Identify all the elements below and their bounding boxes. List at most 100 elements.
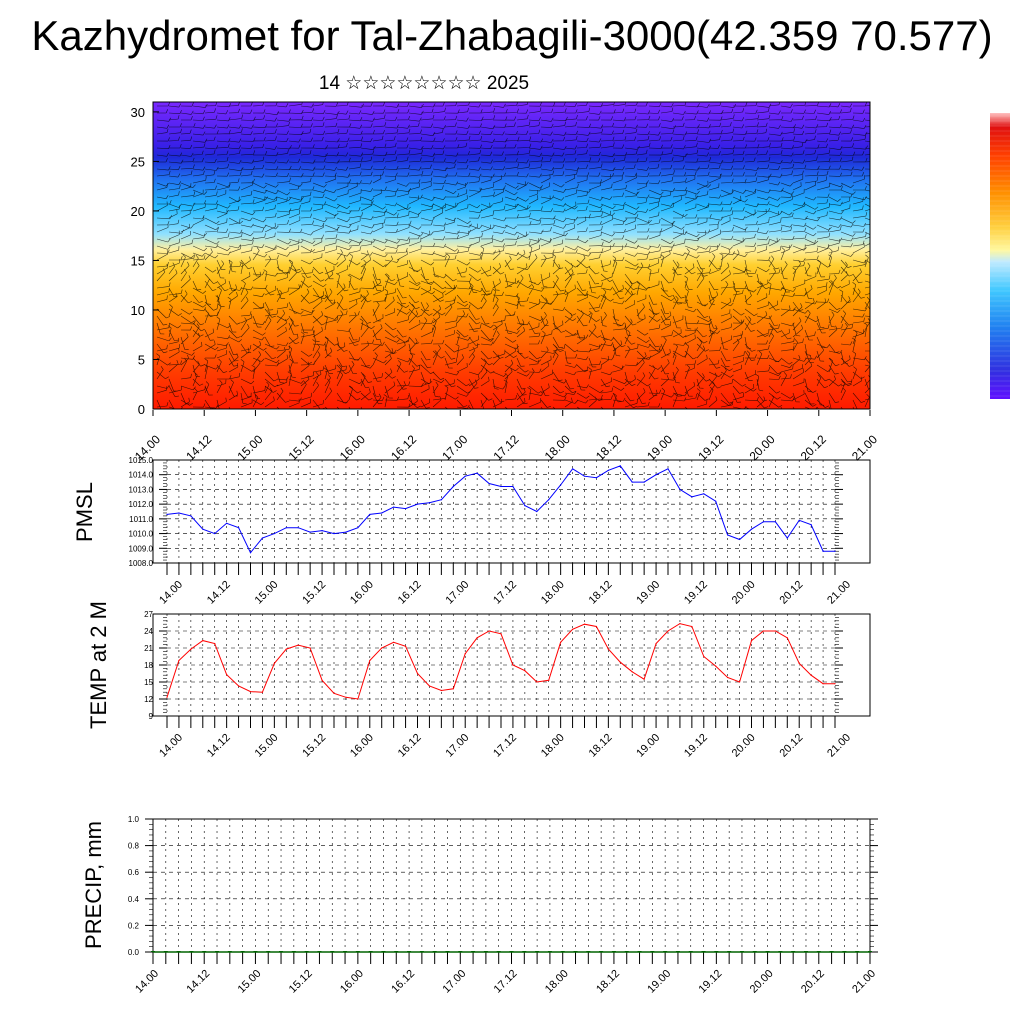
y-tick-label: 1011.0 xyxy=(129,515,153,524)
pmsl-point xyxy=(261,537,264,539)
temp-point xyxy=(261,691,264,693)
pmsl-point xyxy=(774,521,776,523)
temp-point xyxy=(464,653,466,655)
x-tick-label: 20.12 xyxy=(777,732,805,760)
pmsl-point xyxy=(595,477,598,479)
precip-y-label: PRECIP, mm xyxy=(81,821,106,949)
pmsl-point xyxy=(607,469,609,471)
temp-point xyxy=(428,685,431,687)
y-tick-label: 0 xyxy=(138,402,145,417)
x-tick-label: 14.00 xyxy=(157,732,185,760)
pmsl-point xyxy=(762,521,765,523)
y-tick-label: 1010.0 xyxy=(129,530,154,539)
x-tick-label: 18.12 xyxy=(594,968,622,996)
pmsl-point xyxy=(273,532,275,535)
temp-point xyxy=(249,691,252,693)
x-tick-label: 17.00 xyxy=(443,579,471,607)
x-tick-label: 16.00 xyxy=(337,432,368,463)
y-tick-label: 1015.0 xyxy=(129,456,154,465)
y-tick-label: 0.8 xyxy=(128,842,140,851)
x-tick-label: 17.12 xyxy=(491,732,519,760)
x-tick-label: 19.12 xyxy=(697,968,725,996)
y-tick-label: 5 xyxy=(138,352,145,367)
pmsl-point xyxy=(166,513,168,516)
pmsl-point xyxy=(202,528,204,530)
pmsl-y-axis: 1015.0 1014.0 1013.0 1012.0 1011.0 1010.0 1009… xyxy=(129,456,843,568)
y-tick-label: 12 xyxy=(144,695,153,704)
y-tick-label: 27 xyxy=(144,610,153,619)
pmsl-point xyxy=(357,527,359,529)
y-tick-label: 1008.0 xyxy=(129,559,154,568)
temp-grid xyxy=(166,613,836,728)
temp-point xyxy=(333,692,335,694)
pmsl-point xyxy=(226,522,228,524)
x-tick-label: 16.00 xyxy=(348,579,376,607)
temp-point xyxy=(762,630,765,632)
x-tick-label: 16.12 xyxy=(396,732,424,760)
temp-point xyxy=(440,689,442,692)
temp-point xyxy=(416,672,419,675)
pmsl-panel: 1015.0 1014.0 1013.0 1012.0 1011.0 1010.0 1009… xyxy=(72,456,871,607)
temp-point xyxy=(834,683,836,685)
x-tick-label: 16.00 xyxy=(338,968,366,996)
pmsl-point xyxy=(786,537,788,539)
pmsl-point xyxy=(810,524,812,526)
temp-point xyxy=(404,645,407,647)
x-tick-label: 14.12 xyxy=(183,432,214,463)
x-tick-label: 18.12 xyxy=(587,579,615,607)
wind-barb-set xyxy=(156,102,870,409)
pmsl-grid xyxy=(166,459,836,575)
temp-point xyxy=(190,648,192,650)
temp-y-axis: 27 24 21 18 15 12 9 xyxy=(144,610,843,721)
y-tick-label: 1013.0 xyxy=(129,485,154,494)
y-tick-label: 0.4 xyxy=(128,895,140,904)
temp-point xyxy=(655,642,657,645)
x-tick-label: 14.12 xyxy=(205,579,233,607)
y-tick-label: 0.6 xyxy=(128,868,140,877)
pmsl-point xyxy=(452,485,454,488)
y-tick-label: 1012.0 xyxy=(129,500,154,509)
temp-point xyxy=(476,637,478,639)
temp-point xyxy=(583,623,586,625)
x-tick-label: 15.00 xyxy=(234,432,265,463)
precip-series xyxy=(151,951,872,953)
x-tick-label: 18.00 xyxy=(539,579,567,607)
pmsl-point xyxy=(297,527,299,529)
temp-point xyxy=(285,648,287,650)
temp-point xyxy=(512,664,514,666)
precip-y-axis: 1.0 0.8 0.6 0.4 0.2 0.0 xyxy=(128,815,878,957)
x-tick-label: 14.00 xyxy=(157,579,185,607)
x-tick-label: 16.12 xyxy=(396,579,424,607)
chart-title: Kazhydromet for Tal-Zhabagili-3000(42.35… xyxy=(31,12,993,59)
temp-point xyxy=(774,630,776,632)
pmsl-point xyxy=(464,475,466,477)
temp-point xyxy=(321,679,323,681)
pmsl-point xyxy=(560,484,562,486)
pmsl-point xyxy=(548,499,550,501)
pmsl-point xyxy=(798,519,800,521)
pmsl-point xyxy=(524,505,526,507)
x-tick-label: 19.12 xyxy=(695,432,726,463)
x-tick-label: 15.00 xyxy=(253,732,281,760)
x-tick-label: 17.00 xyxy=(439,432,470,463)
temp-point xyxy=(607,648,609,650)
y-tick-label: 18 xyxy=(144,661,153,670)
pmsl-point xyxy=(393,506,395,508)
pmsl-point xyxy=(381,512,383,514)
y-tick-label: 9 xyxy=(149,712,154,721)
temp-point xyxy=(631,671,633,673)
x-tick-label: 15.12 xyxy=(287,968,315,996)
x-tick-label: 18.12 xyxy=(593,432,624,463)
pmsl-point xyxy=(512,485,514,488)
pmsl-point xyxy=(237,527,240,529)
x-tick-label: 20.00 xyxy=(730,579,758,607)
temp-point xyxy=(619,661,621,663)
x-tick-label: 21.00 xyxy=(849,432,880,463)
temp-point xyxy=(786,637,788,639)
y-tick-label: 1.0 xyxy=(128,815,140,824)
pmsl-point xyxy=(715,500,717,502)
temp-point xyxy=(309,647,311,649)
x-tick-label: 21.00 xyxy=(850,968,878,996)
